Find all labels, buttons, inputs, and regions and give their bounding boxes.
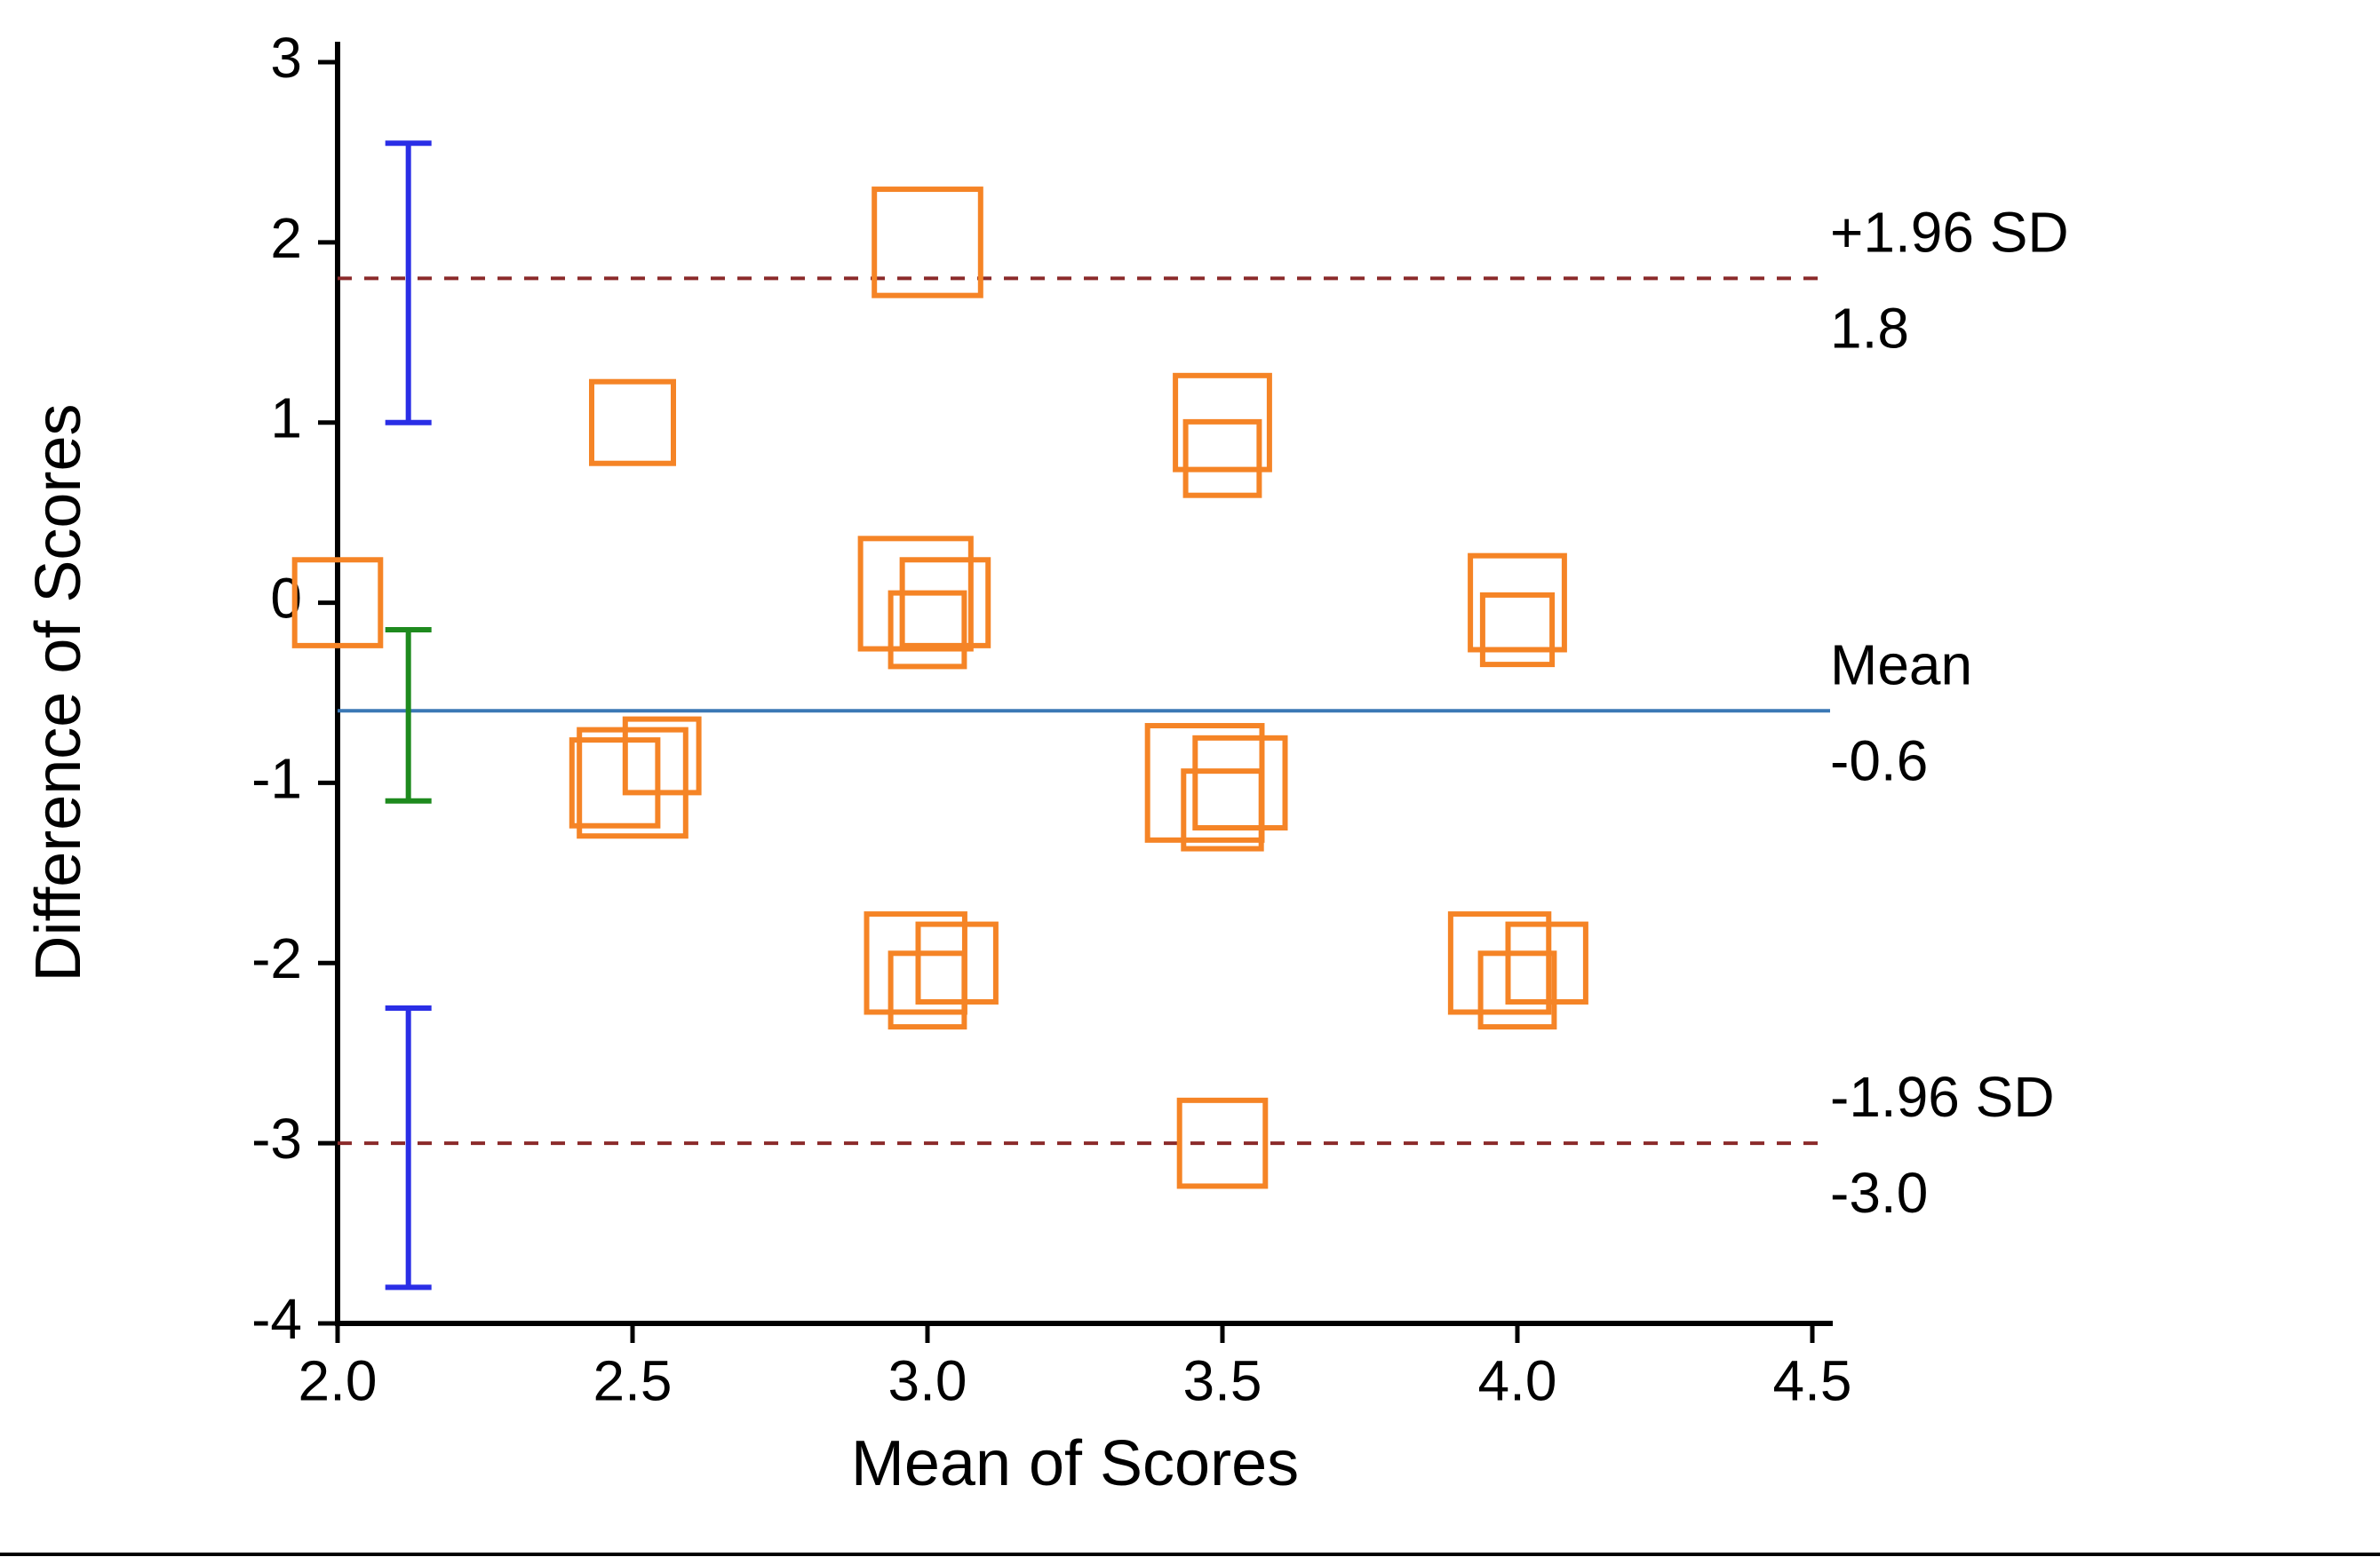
bottom-rule — [0, 1553, 2380, 1556]
scatter-point — [891, 953, 965, 1027]
scatter-point — [919, 925, 996, 1002]
scatter-point — [592, 382, 673, 464]
lower-loa-value: -3.0 — [1830, 1161, 1928, 1225]
x-tick-label: 4.0 — [1478, 1348, 1557, 1412]
x-axis-label: Mean of Scores — [851, 1428, 1299, 1499]
y-tick-label: 1 — [270, 386, 302, 450]
chart-container: -4-3-2-101232.02.53.03.54.04.5Mean of Sc… — [0, 0, 2380, 1565]
y-tick-label: -3 — [251, 1107, 302, 1171]
scatter-point — [1483, 595, 1552, 664]
x-tick-label: 2.0 — [298, 1348, 378, 1412]
y-tick-label: 3 — [270, 26, 302, 90]
y-tick-label: -2 — [251, 926, 302, 990]
y-axis-label: Difference of Scores — [23, 404, 94, 982]
scatter-point — [1186, 422, 1260, 496]
upper-loa-value: 1.8 — [1830, 296, 1909, 360]
scatter-point — [1148, 726, 1262, 840]
scatter-point — [1451, 914, 1548, 1012]
scatter-point — [903, 560, 989, 646]
mean-value: -0.6 — [1830, 728, 1928, 792]
mean-label: Mean — [1830, 632, 1972, 696]
scatter-point — [1481, 953, 1555, 1027]
y-tick-label: -4 — [251, 1287, 302, 1351]
y-tick-label: 2 — [270, 206, 302, 270]
scatter-point — [579, 730, 686, 837]
x-tick-label: 3.0 — [888, 1348, 967, 1412]
x-tick-label: 3.5 — [1183, 1348, 1262, 1412]
scatter-point — [1195, 738, 1285, 828]
bland-altman-chart: -4-3-2-101232.02.53.03.54.04.5Mean of Sc… — [0, 0, 2380, 1565]
y-tick-label: -1 — [251, 746, 302, 810]
x-tick-label: 4.5 — [1773, 1348, 1852, 1412]
upper-loa-label: +1.96 SD — [1830, 200, 2069, 264]
scatter-point — [572, 740, 658, 826]
lower-loa-label: -1.96 SD — [1830, 1065, 2055, 1129]
x-tick-label: 2.5 — [593, 1348, 673, 1412]
